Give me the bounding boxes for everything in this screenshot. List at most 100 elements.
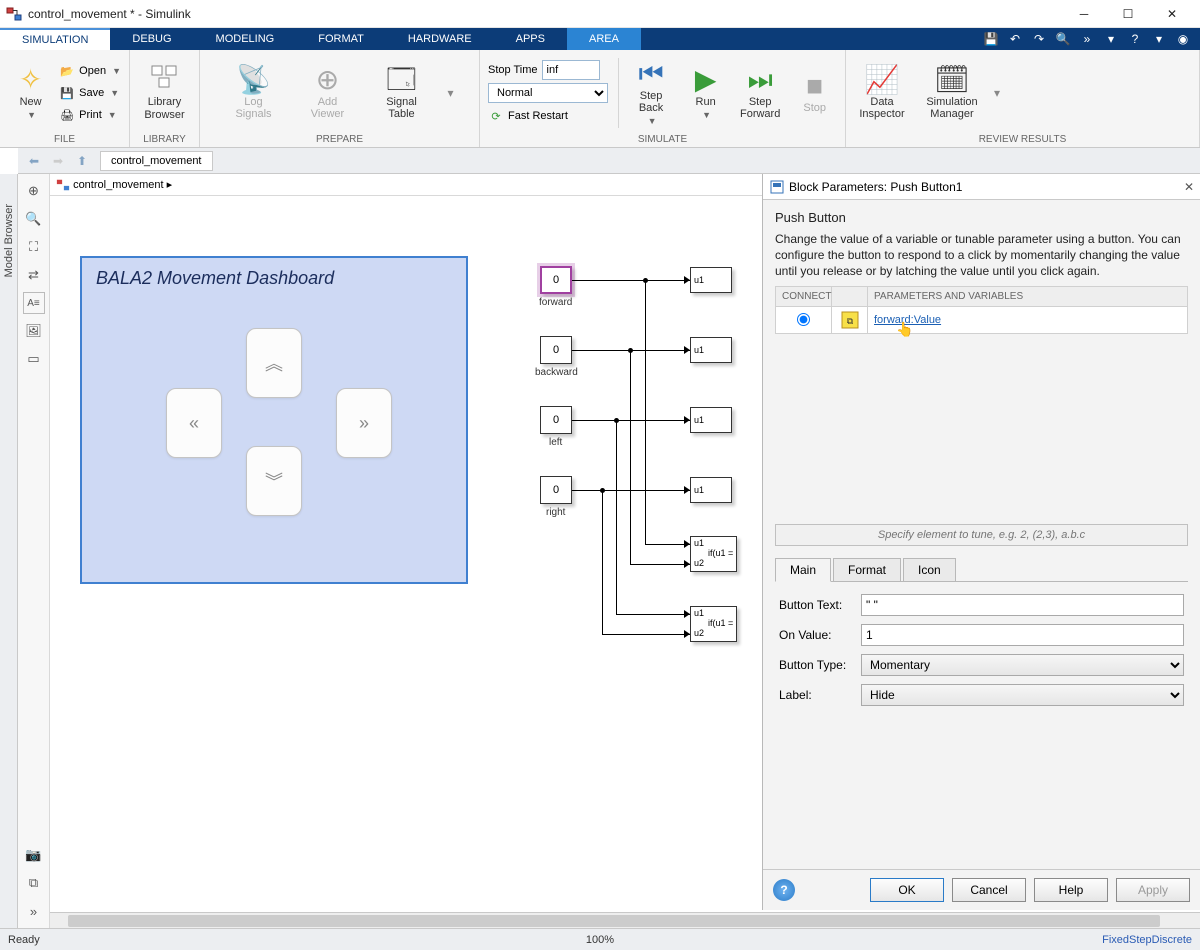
ok-button[interactable]: OK bbox=[870, 878, 944, 902]
apply-button[interactable]: Apply bbox=[1116, 878, 1190, 902]
new-button[interactable]: ✧ New▼ bbox=[8, 57, 53, 129]
tool-fit[interactable]: ⛶ bbox=[23, 236, 45, 258]
tool-image[interactable]: 🖼 bbox=[23, 320, 45, 342]
connect-radio[interactable] bbox=[776, 307, 831, 333]
library-browser-button[interactable]: Library Browser bbox=[138, 57, 191, 129]
specify-element-input[interactable] bbox=[775, 524, 1188, 546]
dpad-left-button[interactable]: « bbox=[166, 388, 222, 458]
button-text-input[interactable] bbox=[861, 594, 1184, 616]
tab-simulation[interactable]: SIMULATION bbox=[0, 28, 110, 50]
params-close-button[interactable]: ✕ bbox=[1184, 180, 1194, 194]
dpad-right-button[interactable]: » bbox=[336, 388, 392, 458]
antenna-icon: 📡 bbox=[236, 66, 271, 94]
mux-block-1[interactable]: u1 bbox=[690, 267, 732, 293]
fast-restart-icon: ⟳ bbox=[488, 110, 504, 123]
label-select[interactable]: Hide bbox=[861, 684, 1184, 706]
printer-icon: 🖨 bbox=[59, 109, 75, 122]
redo-icon[interactable]: ↷ bbox=[1028, 28, 1050, 50]
status-solver: FixedStepDiscrete bbox=[1102, 934, 1192, 946]
gear-icon[interactable]: ◉ bbox=[1172, 28, 1194, 50]
block-backward[interactable]: 0 bbox=[540, 336, 572, 364]
backward-value: 0 bbox=[553, 344, 559, 356]
print-button[interactable]: 🖨Print▼ bbox=[59, 104, 121, 126]
mux-block-3[interactable]: u1 bbox=[690, 407, 732, 433]
help-button[interactable]: Help bbox=[1034, 878, 1108, 902]
tool-area[interactable]: ▭ bbox=[23, 348, 45, 370]
dashboard-panel[interactable]: BALA2 Movement Dashboard ︽ « » ︾ bbox=[80, 256, 468, 584]
block-left[interactable]: 0 bbox=[540, 406, 572, 434]
step-forward-button[interactable]: ⏭Step Forward bbox=[738, 57, 783, 129]
minimize-button[interactable]: ─ bbox=[1062, 0, 1106, 28]
sim-mode-select[interactable]: Normal bbox=[488, 83, 608, 103]
dd1[interactable]: ▾ bbox=[1100, 28, 1122, 50]
breadcrumb[interactable]: control_movement bbox=[100, 151, 213, 171]
file-group-label: FILE bbox=[8, 134, 121, 145]
fast-restart-button[interactable]: ⟳Fast Restart bbox=[488, 105, 608, 127]
folder-icon: 📂 bbox=[59, 65, 75, 78]
save-button[interactable]: 💾Save▼ bbox=[59, 82, 121, 104]
param-link-cell[interactable]: forward:Value bbox=[868, 307, 1187, 333]
tab-format2[interactable]: Format bbox=[833, 558, 901, 581]
nav-back-button[interactable]: ⬅ bbox=[22, 150, 46, 172]
tool-nav[interactable]: ⇄ bbox=[23, 264, 45, 286]
mux-block-4[interactable]: u1 bbox=[690, 477, 732, 503]
prepare-dropdown[interactable]: ▾ bbox=[447, 86, 453, 100]
signal-table-button[interactable]: 🗔Signal Table bbox=[373, 57, 429, 129]
tool-expand[interactable]: » bbox=[23, 900, 45, 922]
undo-icon[interactable]: ↶ bbox=[1004, 28, 1026, 50]
dpad-down-button[interactable]: ︾ bbox=[246, 446, 302, 516]
tab-area[interactable]: AREA bbox=[567, 28, 641, 50]
nav-up-button[interactable]: ⬆ bbox=[70, 150, 94, 172]
block-right[interactable]: 0 bbox=[540, 476, 572, 504]
tool-hide-show[interactable]: ⊕ bbox=[23, 180, 45, 202]
tool-annot[interactable]: A≡ bbox=[23, 292, 45, 314]
log-signals-button[interactable]: 📡Log Signals bbox=[225, 57, 281, 129]
open-button[interactable]: 📂Open▼ bbox=[59, 60, 121, 82]
if-block-2[interactable]: u1 if(u1 = u2 bbox=[690, 606, 737, 642]
tool-screenshot[interactable]: 📷 bbox=[23, 844, 45, 866]
ribbon-quick-icons: 💾 ↶ ↷ 🔍 » ▾ ? ▾ ◉ bbox=[980, 28, 1200, 50]
arrow bbox=[684, 486, 690, 494]
tab-apps[interactable]: APPS bbox=[494, 28, 567, 50]
sim-manager-button[interactable]: 🗓Simulation Manager bbox=[924, 57, 980, 129]
tab-main[interactable]: Main bbox=[775, 558, 831, 582]
button-type-select[interactable]: Momentary bbox=[861, 654, 1184, 676]
cursor-icon: 👆 bbox=[896, 321, 913, 338]
tab-debug[interactable]: DEBUG bbox=[110, 28, 193, 50]
tool-record[interactable]: ⧉ bbox=[23, 872, 45, 894]
maximize-button[interactable]: ☐ bbox=[1106, 0, 1150, 28]
canvas-hscroll[interactable] bbox=[50, 912, 1200, 928]
step-back-button[interactable]: ⏮Step Back▼ bbox=[629, 57, 674, 129]
help-badge-icon[interactable]: ? bbox=[773, 879, 795, 901]
model-browser-tab[interactable]: Model Browser bbox=[0, 174, 18, 928]
nav-forward-button[interactable]: ➡ bbox=[46, 150, 70, 172]
params-footer: ? OK Cancel Help Apply bbox=[763, 869, 1200, 910]
search-icon[interactable]: 🔍 bbox=[1052, 28, 1074, 50]
save-icon[interactable]: 💾 bbox=[980, 28, 1002, 50]
dd2[interactable]: ▾ bbox=[1148, 28, 1170, 50]
cancel-button[interactable]: Cancel bbox=[952, 878, 1026, 902]
help-icon[interactable]: ? bbox=[1124, 28, 1146, 50]
tab-modeling[interactable]: MODELING bbox=[194, 28, 297, 50]
param-form: Button Text: On Value: Button Type:Momen… bbox=[763, 582, 1200, 726]
on-value-input[interactable] bbox=[861, 624, 1184, 646]
tool-zoom[interactable]: 🔍 bbox=[23, 208, 45, 230]
close-button[interactable]: ✕ bbox=[1150, 0, 1194, 28]
add-viewer-button[interactable]: ⊕Add Viewer bbox=[299, 57, 355, 129]
tab-format[interactable]: FORMAT bbox=[296, 28, 386, 50]
review-dropdown[interactable]: ▾ bbox=[994, 86, 1000, 100]
expand-icon[interactable]: » bbox=[1076, 28, 1098, 50]
data-inspector-button[interactable]: 📈Data Inspector bbox=[854, 57, 910, 129]
if-block-1[interactable]: u1 if(u1 = u2 bbox=[690, 536, 737, 572]
params-desc: Change the value of a variable or tunabl… bbox=[775, 231, 1188, 280]
dashboard-title: BALA2 Movement Dashboard bbox=[82, 258, 466, 299]
tab-icon[interactable]: Icon bbox=[903, 558, 956, 581]
block-forward[interactable]: 0 bbox=[540, 266, 572, 294]
stop-button[interactable]: ■Stop bbox=[792, 57, 837, 129]
left-label: left bbox=[549, 437, 562, 448]
tab-hardware[interactable]: HARDWARE bbox=[386, 28, 494, 50]
mux-block-2[interactable]: u1 bbox=[690, 337, 732, 363]
run-button[interactable]: ▶Run▼ bbox=[683, 57, 728, 129]
stop-time-input[interactable] bbox=[542, 60, 600, 80]
dpad-up-button[interactable]: ︽ bbox=[246, 328, 302, 398]
